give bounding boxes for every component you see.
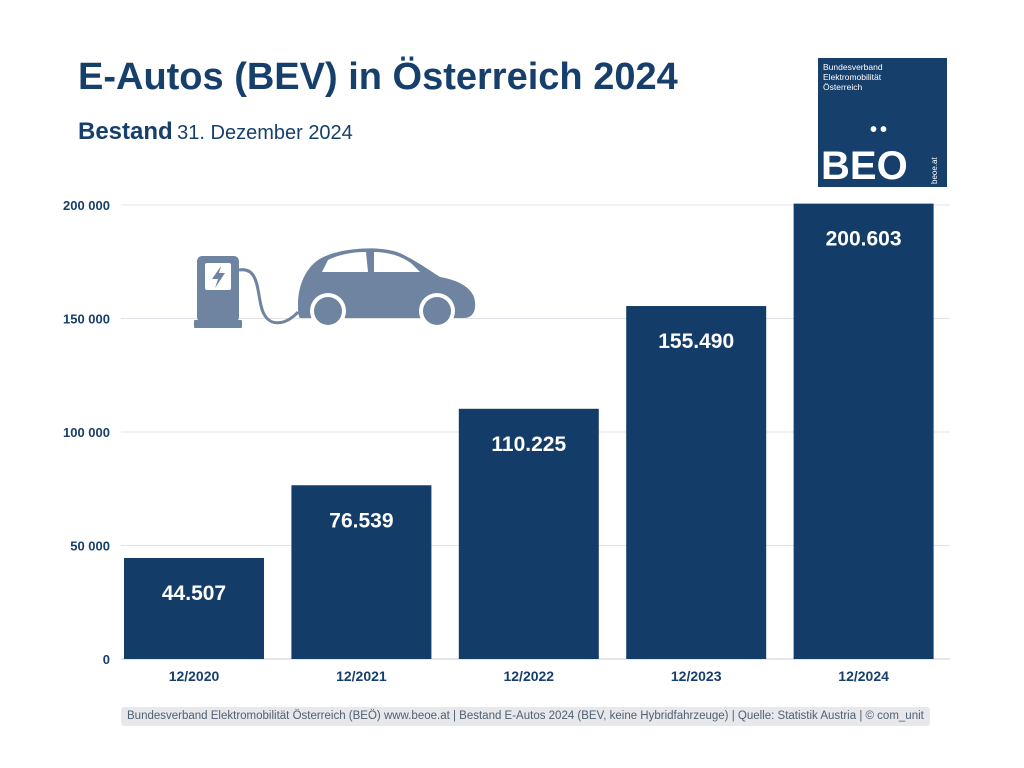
- charging-station-icon: [194, 256, 300, 328]
- bars: [124, 203, 934, 659]
- charging-cable: [238, 268, 300, 325]
- bar: [626, 306, 767, 659]
- y-tick-label: 200 000: [63, 198, 110, 213]
- logo-org-name: Bundesverband Elektromobilität Österreic…: [823, 62, 933, 92]
- bar-value-label: 155.490: [658, 330, 734, 353]
- bar-value-label: 76.539: [329, 509, 393, 532]
- bar: [793, 203, 934, 659]
- charger-base: [194, 320, 242, 328]
- bar-value-label: 200.603: [826, 228, 902, 251]
- x-tick-label: 12/2023: [671, 668, 722, 684]
- footer-source-note: Bundesverband Elektromobilität Österreic…: [121, 707, 930, 726]
- lightning-icon: [212, 266, 225, 288]
- bar: [124, 557, 264, 659]
- bar-value-label: 44.507: [162, 582, 226, 605]
- x-axis-ticks: 12/2020 12/2021 12/2022 12/2023 12/2024: [169, 668, 889, 684]
- chart-title: E-Autos (BEV) in Österreich 2024: [78, 56, 678, 98]
- beo-logo: Bundesverband Elektromobilität Österreic…: [818, 58, 947, 187]
- logo-org-line: Elektromobilität: [823, 72, 882, 82]
- bar: [291, 485, 432, 659]
- x-tick-label: 12/2020: [169, 668, 220, 684]
- x-tick-label: 12/2022: [503, 668, 554, 684]
- electric-car-charging-illustration: [194, 248, 476, 329]
- car-window-front: [322, 252, 368, 272]
- bar: [458, 408, 599, 659]
- subtitle-date: 31. Dezember 2024: [177, 122, 353, 144]
- y-tick-label: 150 000: [63, 312, 110, 327]
- y-tick-label: 0: [103, 652, 110, 667]
- subtitle-bestand: Bestand: [78, 118, 173, 145]
- x-tick-label: 12/2024: [838, 668, 889, 684]
- logo-mark: BEO: [821, 144, 908, 187]
- logo-org-line: Österreich: [823, 82, 863, 92]
- bar-value-label: 110.225: [491, 433, 566, 456]
- chart-subtitle: Bestand 31. Dezember 2024: [78, 118, 353, 146]
- logo-dots-icon: ••: [870, 119, 891, 141]
- electric-car-icon: [298, 248, 476, 329]
- car-window-rear: [374, 252, 420, 272]
- logo-org-line: Bundesverband: [823, 62, 883, 72]
- x-tick-label: 12/2021: [336, 668, 387, 684]
- y-tick-label: 50 000: [70, 539, 110, 554]
- car-wheel-rear: [423, 297, 451, 325]
- bar-value-labels: 44.507 76.539 110.225 155.490 200.603: [162, 228, 902, 605]
- car-wheel-front: [314, 297, 342, 325]
- y-axis-ticks: 0 50 000 100 000 150 000 200 000: [63, 198, 110, 667]
- y-tick-label: 100 000: [63, 425, 110, 440]
